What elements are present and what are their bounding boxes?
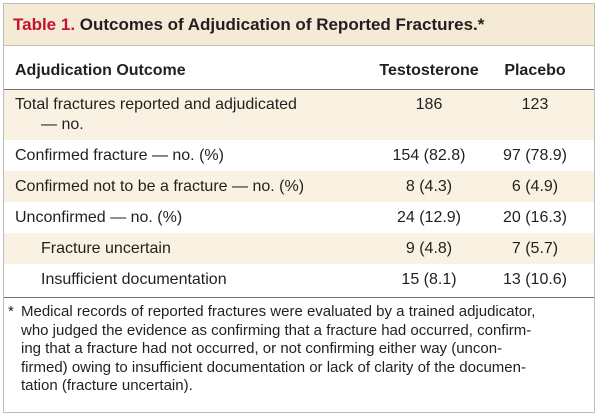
placebo-value: 97 (78.9) bbox=[502, 147, 568, 164]
row-label: Fracture uncertain bbox=[41, 240, 171, 257]
placebo-value: 13 (10.6) bbox=[502, 271, 568, 288]
row-label: Unconfirmed — no. (%) bbox=[15, 209, 183, 226]
header-rule bbox=[4, 89, 594, 90]
footnote: Medical records of reported fractures we… bbox=[21, 303, 593, 396]
column-header-testosterone: Testosterone bbox=[379, 62, 479, 79]
table-row: Insufficient documentation 15 (8.1) 13 (… bbox=[4, 264, 594, 297]
footnote-line: ing that a fracture had not occurred, or… bbox=[21, 340, 503, 357]
table-row: Unconfirmed — no. (%) 24 (12.9) 20 (16.3… bbox=[4, 202, 594, 233]
testosterone-value: 15 (8.1) bbox=[401, 271, 457, 288]
testosterone-value: 9 (4.8) bbox=[405, 240, 453, 257]
row-label: Total fractures reported and adjudicated bbox=[15, 96, 297, 113]
table-row: Confirmed fracture — no. (%) 154 (82.8) … bbox=[4, 140, 594, 171]
table-title-text: Outcomes of Adjudication of Reported Fra… bbox=[79, 15, 485, 34]
table-row: Confirmed not to be a fracture — no. (%)… bbox=[4, 171, 594, 202]
table-figure: Table 1. Outcomes of Adjudication of Rep… bbox=[3, 3, 595, 413]
row-label-continuation: — no. bbox=[41, 116, 84, 133]
table-title: Table 1. Outcomes of Adjudication of Rep… bbox=[4, 4, 594, 46]
footnote-marker: * bbox=[8, 303, 14, 320]
placebo-value: 6 (4.9) bbox=[511, 178, 559, 195]
table-number: Table 1. bbox=[13, 15, 76, 34]
table-row: Total fractures reported and adjudicated… bbox=[4, 90, 594, 140]
table-bottom-rule bbox=[4, 297, 594, 298]
testosterone-value: 154 (82.8) bbox=[392, 147, 466, 164]
footnote-line: Medical records of reported fractures we… bbox=[21, 303, 536, 320]
footnote-line: firmed) owing to insufficient documentat… bbox=[21, 358, 526, 376]
placebo-value: 123 bbox=[521, 96, 549, 113]
column-header-outcome: Adjudication Outcome bbox=[15, 62, 186, 79]
column-header-placebo: Placebo bbox=[504, 62, 566, 79]
footnote-line: who judged the evidence as confirming th… bbox=[21, 321, 532, 339]
table-row: Fracture uncertain 9 (4.8) 7 (5.7) bbox=[4, 233, 594, 264]
testosterone-value: 24 (12.9) bbox=[396, 209, 462, 226]
placebo-value: 7 (5.7) bbox=[511, 240, 559, 257]
row-label: Confirmed fracture — no. (%) bbox=[15, 147, 224, 164]
testosterone-value: 8 (4.3) bbox=[405, 178, 453, 195]
testosterone-value: 186 bbox=[415, 96, 443, 113]
footnote-line: tation (fracture uncertain). bbox=[21, 377, 193, 394]
placebo-value: 20 (16.3) bbox=[502, 209, 568, 226]
row-label: Confirmed not to be a fracture — no. (%) bbox=[15, 178, 305, 195]
row-label: Insufficient documentation bbox=[41, 271, 227, 288]
